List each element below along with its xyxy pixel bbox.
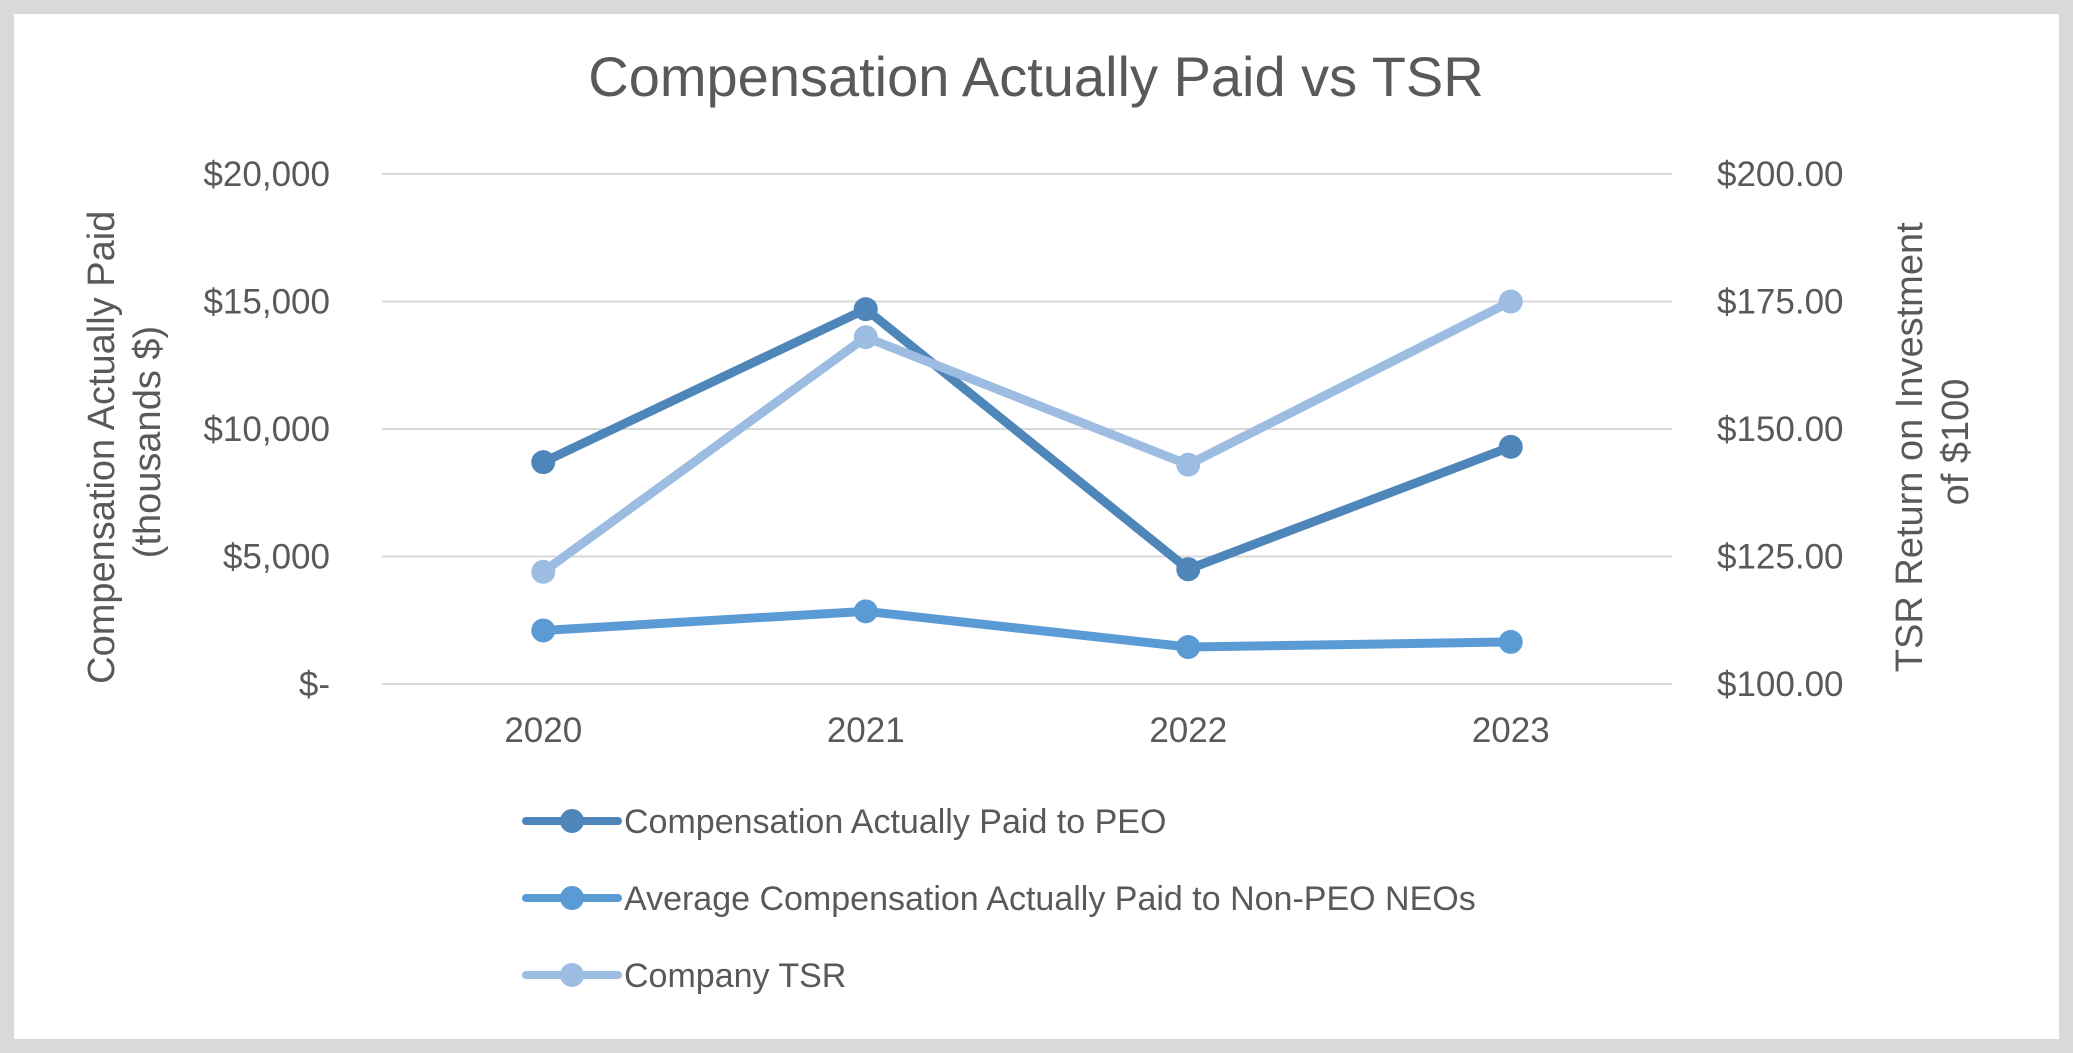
right-axis-title-line-1: TSR Return on Investment (1889, 222, 1931, 672)
x-tick-label: 2023 (1472, 711, 1550, 750)
right-axis-title-line-2: of $100 (1935, 379, 1977, 506)
data-point (1176, 635, 1201, 660)
x-tick-label: 2021 (827, 711, 905, 750)
right-tick-label: $175.00 (1717, 283, 1844, 322)
left-tick-label: $10,000 (203, 410, 330, 449)
series-line (538, 297, 1516, 577)
chart-title: Compensation Actually Paid vs TSR (588, 45, 1483, 108)
data-point (853, 599, 878, 624)
left-axis-ticks: $- $5,000 $10,000 $15,000 $20,000 (203, 155, 330, 704)
left-tick-label: $- (299, 665, 330, 704)
right-tick-label: $200.00 (1717, 155, 1844, 194)
series-3 (531, 289, 1523, 584)
data-point (1176, 557, 1201, 582)
series-1 (531, 297, 1523, 582)
legend-label-tsr: Company TSR (624, 957, 846, 995)
chart: Compensation Actually Paid vs TSR $- $5,0… (81, 45, 1977, 995)
data-point (853, 325, 878, 350)
x-tick-label: 2020 (504, 711, 582, 750)
legend-marker-tsr (560, 963, 584, 987)
right-axis-title: TSR Return on Investment of $100 (1889, 212, 1977, 672)
data-point (1498, 434, 1523, 459)
legend-item-non-peo: Average Compensation Actually Paid to No… (522, 880, 1476, 918)
series-layer (531, 289, 1523, 660)
right-axis-ticks: $100.00 $125.00 $150.00 $175.00 $200.00 (1717, 155, 1844, 704)
gridlines (382, 173, 1672, 685)
data-point (1498, 289, 1523, 314)
series-line (538, 606, 1516, 652)
series-line (538, 304, 1516, 574)
right-tick-label: $125.00 (1717, 538, 1844, 577)
data-point (531, 559, 556, 584)
data-point (853, 297, 878, 322)
legend-item-tsr: Company TSR (522, 957, 846, 995)
left-tick-label: $20,000 (203, 155, 330, 194)
legend-label-peo: Compensation Actually Paid to PEO (624, 803, 1166, 841)
legend-item-peo: Compensation Actually Paid to PEO (522, 803, 1166, 841)
right-tick-label: $100.00 (1717, 665, 1844, 704)
x-axis-ticks: 2020 2021 2022 2023 (504, 711, 1549, 750)
data-point (531, 450, 556, 475)
right-tick-label: $150.00 (1717, 410, 1844, 449)
left-axis-title-line-1: Compensation Actually Paid (81, 211, 123, 684)
legend-marker-peo (560, 809, 584, 833)
left-tick-label: $5,000 (223, 538, 330, 577)
data-point (1498, 629, 1523, 654)
left-tick-label: $15,000 (203, 283, 330, 322)
legend-label-non-peo: Average Compensation Actually Paid to No… (624, 880, 1476, 918)
data-point (1176, 452, 1201, 477)
legend: Compensation Actually Paid to PEO Averag… (522, 803, 1476, 995)
data-point (531, 618, 556, 643)
series-2 (531, 599, 1523, 660)
chart-frame: Compensation Actually Paid vs TSR $- $5,0… (14, 14, 2059, 1039)
legend-marker-non-peo (560, 886, 584, 910)
x-tick-label: 2022 (1149, 711, 1227, 750)
left-axis-title-line-2: (thousands $) (127, 326, 169, 558)
left-axis-title: Compensation Actually Paid (thousands $) (81, 200, 169, 684)
